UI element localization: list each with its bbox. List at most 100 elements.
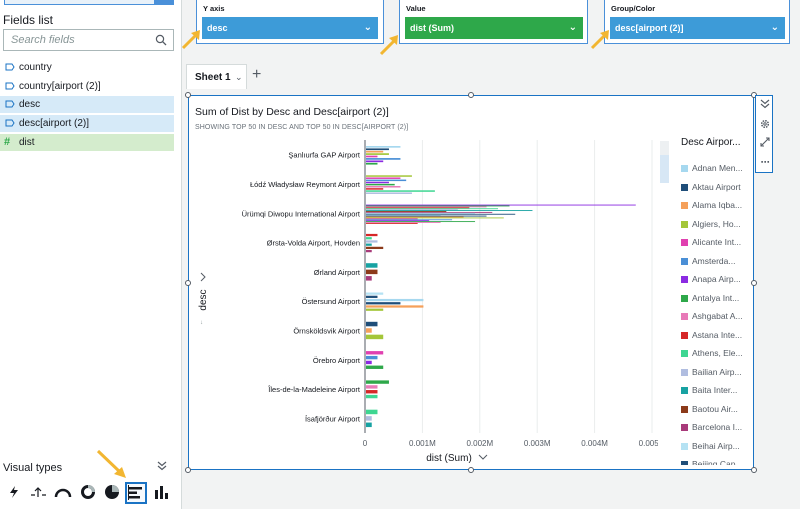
bar[interactable] (366, 177, 401, 179)
bar[interactable] (366, 394, 378, 399)
y-tick-label[interactable]: Ürümqi Diwopu International Airport (242, 209, 361, 218)
bar[interactable] (366, 308, 384, 311)
bar[interactable] (366, 409, 378, 415)
bar[interactable] (366, 305, 424, 308)
legend-item[interactable]: Athens, Ele... (681, 348, 749, 360)
chevron-down-icon[interactable]: ⌄ (770, 22, 779, 33)
bar[interactable] (366, 215, 487, 217)
bar[interactable] (366, 214, 441, 216)
legend-item[interactable]: Baotou Air... (681, 404, 749, 416)
bar[interactable] (366, 158, 401, 160)
sort-icon[interactable]: ↓ (200, 320, 203, 326)
x-axis-title[interactable]: dist (Sum) (426, 453, 472, 464)
value-pill[interactable]: dist (Sum) ⌄ (405, 17, 583, 39)
bar[interactable] (366, 295, 378, 298)
legend-item[interactable]: Baita Inter... (681, 385, 749, 397)
horizontal-bar-icon[interactable] (125, 482, 147, 504)
bar[interactable] (366, 210, 533, 212)
bar[interactable] (366, 153, 389, 155)
bar[interactable] (366, 422, 372, 428)
search-fields-box[interactable] (3, 29, 174, 51)
y-tick-label[interactable]: Łódź Władysław Reymont Airport (250, 180, 361, 189)
y-tick-label[interactable]: Ísafjörður Airport (305, 414, 361, 423)
legend-scroll-thumb[interactable] (660, 155, 669, 183)
legend-item[interactable]: Antalya Int... (681, 293, 749, 305)
bar[interactable] (366, 220, 430, 222)
bar[interactable] (366, 328, 372, 333)
autograph-icon[interactable] (6, 484, 26, 504)
bar[interactable] (366, 211, 493, 213)
bar[interactable] (366, 217, 504, 219)
bar[interactable] (366, 175, 412, 177)
more-options-icon[interactable]: ⋯ (760, 157, 770, 167)
chevron-down-icon[interactable]: ⌄ (363, 22, 372, 33)
vertical-bar-icon[interactable] (152, 484, 172, 504)
bar[interactable] (366, 240, 378, 243)
bar[interactable] (366, 246, 384, 250)
bar[interactable] (366, 334, 384, 340)
bar[interactable] (366, 355, 378, 360)
field-item-desc[interactable]: desc (0, 96, 174, 113)
add-dataset-bar[interactable] (4, 0, 174, 5)
bar[interactable] (366, 162, 378, 165)
field-item-desc-airport[interactable]: desc[airport (2)] (0, 115, 174, 132)
legend-item[interactable]: Astana Inte... (681, 330, 749, 342)
field-item-dist[interactable]: # dist (0, 134, 174, 151)
bar[interactable] (366, 150, 384, 153)
bar[interactable] (366, 416, 372, 421)
y-tick-label[interactable]: Îles-de-la-Madeleine Airport (267, 385, 361, 394)
y-tick-label[interactable]: Şanlıurfa GAP Airport (288, 151, 360, 160)
bar[interactable] (366, 148, 389, 151)
legend-item[interactable]: Beijing Cap... (681, 459, 749, 465)
bar[interactable] (366, 211, 447, 212)
bar[interactable] (366, 219, 453, 221)
legend-item[interactable]: Anapa Airp... (681, 274, 749, 286)
chevron-down-icon[interactable] (478, 454, 488, 460)
chevron-down-icon[interactable]: ⌄ (568, 22, 577, 33)
bar[interactable] (366, 276, 372, 281)
bar[interactable] (366, 155, 378, 158)
y-axis-pill[interactable]: desc ⌄ (202, 17, 378, 39)
y-tick-label[interactable]: Ørsta-Volda Airport, Hovden (267, 239, 360, 248)
bar[interactable] (366, 179, 407, 182)
resize-handle[interactable] (185, 467, 191, 473)
bar[interactable] (366, 146, 401, 148)
bar[interactable] (366, 351, 384, 355)
y-tick-label[interactable]: Örnsköldsvik Airport (293, 326, 361, 335)
visual-container[interactable] (188, 95, 754, 470)
kpi-icon[interactable] (29, 484, 49, 504)
bar[interactable] (366, 243, 372, 246)
search-icon[interactable] (155, 34, 167, 46)
resize-handle[interactable] (751, 280, 757, 286)
bar[interactable] (366, 292, 384, 295)
collapse-icon[interactable] (756, 98, 774, 114)
bar[interactable] (366, 222, 418, 224)
bar[interactable] (366, 209, 458, 211)
bar[interactable] (366, 204, 636, 206)
y-tick-label[interactable]: Östersund Airport (302, 297, 361, 306)
add-sheet-icon[interactable]: + (252, 66, 262, 83)
y-tick-label[interactable]: Örebro Airport (313, 356, 361, 365)
bar[interactable] (366, 385, 378, 389)
bar[interactable] (366, 216, 464, 218)
bar[interactable] (366, 298, 424, 302)
legend-item[interactable]: Aktau Airport (681, 182, 749, 194)
bar[interactable] (366, 208, 499, 210)
legend-item[interactable]: Bailian Airp... (681, 367, 749, 379)
bar[interactable] (366, 321, 378, 327)
legend-item[interactable]: Amsterda... (681, 256, 749, 268)
legend-item[interactable]: Adnan Men... (681, 163, 749, 175)
collapse-chevron-icon[interactable] (157, 461, 167, 474)
resize-handle[interactable] (751, 467, 757, 473)
donut-icon[interactable] (79, 484, 99, 504)
chevron-down-icon[interactable]: ⌄ (235, 72, 243, 82)
resize-handle[interactable] (185, 92, 191, 98)
bar[interactable] (366, 233, 378, 237)
bar[interactable] (366, 263, 378, 268)
bar[interactable] (366, 213, 516, 215)
legend-item[interactable]: Barcelona I... (681, 422, 749, 434)
pie-icon[interactable] (103, 484, 123, 504)
bar[interactable] (366, 190, 435, 192)
resize-handle[interactable] (185, 280, 191, 286)
gear-icon[interactable] (756, 118, 774, 134)
